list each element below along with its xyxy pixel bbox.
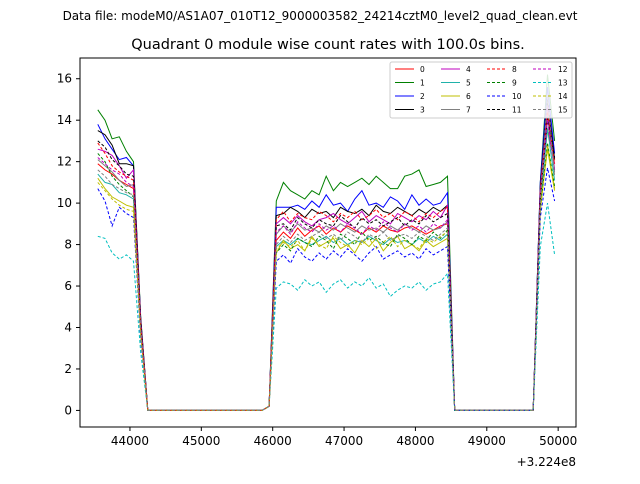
x-tick-label: 48000 (396, 434, 434, 448)
legend-label-9: 9 (512, 79, 517, 88)
series-line-12 (97, 120, 556, 411)
y-tick-label: 10 (57, 196, 72, 210)
legend-label-7: 7 (466, 106, 471, 115)
y-tick-label: 2 (64, 362, 72, 376)
legend-label-4: 4 (466, 65, 471, 74)
legend-label-8: 8 (512, 65, 517, 74)
x-tick-label: 45000 (182, 434, 220, 448)
figure-suptitle: Data file: modeM0/AS1A07_010T12_90000035… (63, 9, 578, 23)
legend-label-15: 15 (558, 106, 568, 115)
legend-label-2: 2 (420, 92, 425, 101)
x-offset-label: +3.224e8 (517, 455, 576, 469)
y-tick-label: 0 (64, 403, 72, 417)
x-tick-label: 47000 (325, 434, 363, 448)
x-tick-label: 49000 (468, 434, 506, 448)
y-tick-label: 6 (64, 279, 72, 293)
series-line-9 (97, 142, 556, 411)
y-tick-label: 4 (64, 320, 72, 334)
y-axis: 0 2 4 6 8 10 12 14 16 (57, 72, 80, 417)
legend-label-13: 13 (558, 79, 568, 88)
x-axis: 44000 45000 46000 47000 48000 49000 50000 (111, 427, 577, 448)
legend-label-6: 6 (466, 92, 471, 101)
x-tick-label: 50000 (539, 434, 577, 448)
y-tick-label: 16 (57, 72, 72, 86)
legend-label-0: 0 (420, 65, 425, 74)
plot-area (97, 74, 556, 411)
legend-label-3: 3 (420, 106, 425, 115)
series-line-13 (97, 203, 556, 411)
y-tick-label: 12 (57, 155, 72, 169)
legend-label-14: 14 (558, 92, 568, 101)
x-tick-label: 44000 (111, 434, 149, 448)
axes-frame (79, 57, 577, 428)
legend-label-12: 12 (558, 65, 568, 74)
chart-title: Quadrant 0 module wise count rates with … (131, 37, 525, 53)
legend-label-10: 10 (512, 92, 522, 101)
legend-box (389, 61, 573, 119)
legend-label-1: 1 (420, 79, 425, 88)
x-tick-label: 46000 (254, 434, 292, 448)
legend-label-5: 5 (466, 79, 471, 88)
y-tick-label: 8 (64, 238, 72, 252)
series-line-15 (97, 95, 556, 411)
legend-label-11: 11 (512, 106, 522, 115)
y-tick-label: 14 (57, 113, 72, 127)
